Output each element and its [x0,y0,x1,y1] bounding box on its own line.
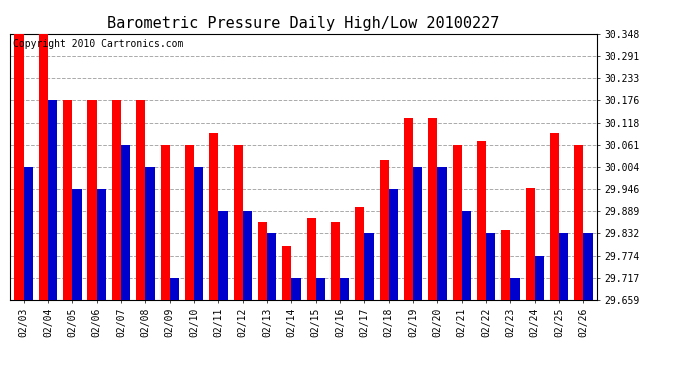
Bar [136,100,146,300]
Bar [462,211,471,300]
Bar [146,166,155,300]
Bar [233,145,243,300]
Bar [48,100,57,300]
Bar [161,145,170,300]
Bar [404,118,413,300]
Bar [380,160,388,300]
Bar [185,145,194,300]
Bar [535,255,544,300]
Bar [209,134,219,300]
Bar [574,145,584,300]
Bar [355,207,364,300]
Bar [559,233,569,300]
Bar [267,233,276,300]
Bar [413,166,422,300]
Title: Barometric Pressure Daily High/Low 20100227: Barometric Pressure Daily High/Low 20100… [108,16,500,31]
Bar [501,230,511,300]
Bar [219,211,228,300]
Bar [88,100,97,300]
Bar [486,233,495,300]
Bar [121,145,130,300]
Bar [428,118,437,300]
Bar [306,219,316,300]
Bar [170,278,179,300]
Bar [14,34,23,300]
Bar [63,100,72,300]
Bar [511,278,520,300]
Bar [243,211,252,300]
Bar [316,278,325,300]
Bar [477,141,486,300]
Bar [340,278,349,300]
Bar [23,166,33,300]
Bar [72,189,81,300]
Bar [526,188,535,300]
Bar [364,233,374,300]
Bar [331,222,340,300]
Text: Copyright 2010 Cartronics.com: Copyright 2010 Cartronics.com [13,39,184,49]
Bar [388,189,398,300]
Bar [112,100,121,300]
Bar [550,134,559,300]
Bar [291,278,301,300]
Bar [258,222,267,300]
Bar [194,166,204,300]
Bar [437,166,446,300]
Bar [453,145,462,300]
Bar [584,233,593,300]
Bar [282,246,291,300]
Bar [97,189,106,300]
Bar [39,34,48,300]
